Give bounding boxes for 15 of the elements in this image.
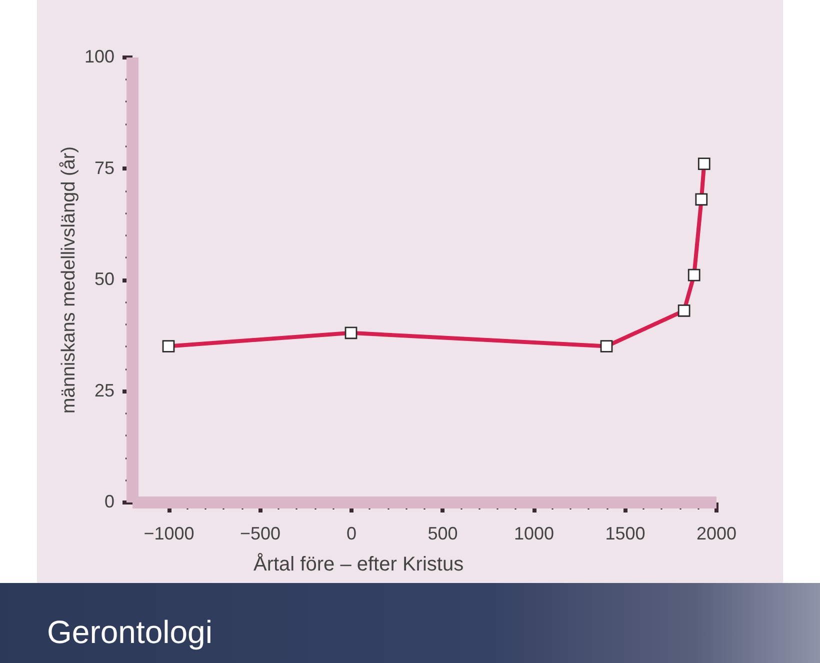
x-tick-label: 2000 [696,524,737,544]
y-tick-label: 75 [94,158,114,178]
text: Gerontologi [47,614,212,650]
y-tick-label: 100 [84,46,114,66]
x-tick-label: −500 [240,524,281,544]
x-tick-label: −1000 [144,524,194,544]
x-tick-label: 1500 [605,524,646,544]
y-tick-label: 50 [94,269,114,289]
x-axis-title: Årtal före – efter Kristus [254,552,464,576]
y-axis-title: människans medellivslängd (år) [58,146,80,414]
y-tick-label: 25 [94,380,114,400]
y-tick-label: 0 [104,492,114,512]
x-tick-label: 1000 [514,524,554,544]
x-tick-label: 0 [346,524,357,544]
x-tick-label: 500 [428,524,458,544]
